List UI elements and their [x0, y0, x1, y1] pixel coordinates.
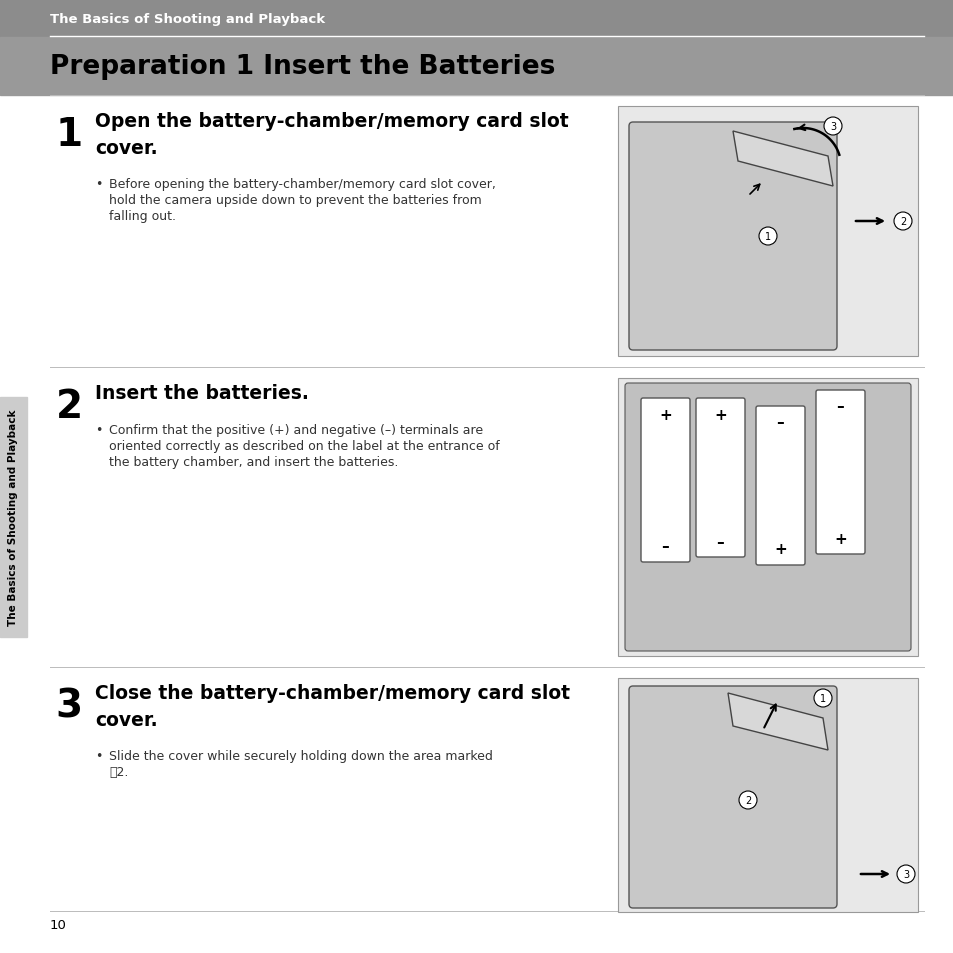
Text: 1: 1 — [56, 116, 83, 153]
Text: –: – — [716, 534, 723, 549]
Text: The Basics of Shooting and Playback: The Basics of Shooting and Playback — [50, 12, 325, 26]
Text: Insert the batteries.: Insert the batteries. — [95, 384, 309, 402]
FancyBboxPatch shape — [815, 391, 864, 555]
FancyBboxPatch shape — [755, 407, 804, 565]
Text: 1: 1 — [764, 232, 770, 242]
Text: •: • — [95, 749, 102, 762]
Text: 2: 2 — [744, 795, 750, 805]
Bar — [618, 679, 917, 912]
Text: –: – — [836, 399, 843, 414]
Text: –: – — [776, 416, 783, 430]
Text: +: + — [714, 407, 726, 422]
FancyBboxPatch shape — [628, 123, 836, 351]
Text: falling out.: falling out. — [109, 210, 175, 223]
Text: 1: 1 — [819, 693, 825, 703]
Bar — [618, 107, 917, 356]
Text: 3: 3 — [902, 869, 908, 879]
Bar — [0, 38, 953, 96]
Text: Before opening the battery-chamber/memory card slot cover,: Before opening the battery-chamber/memor… — [109, 178, 496, 191]
Text: ⑉2.: ⑉2. — [109, 765, 129, 779]
Text: 3: 3 — [56, 687, 83, 725]
Text: –: – — [661, 539, 669, 554]
Text: •: • — [95, 178, 102, 191]
Circle shape — [813, 689, 831, 707]
Text: Confirm that the positive (+) and negative (–) terminals are: Confirm that the positive (+) and negati… — [109, 423, 482, 436]
Polygon shape — [732, 132, 832, 187]
FancyBboxPatch shape — [696, 398, 744, 558]
Text: 2: 2 — [56, 388, 83, 426]
Text: hold the camera upside down to prevent the batteries from: hold the camera upside down to prevent t… — [109, 193, 481, 207]
Circle shape — [893, 213, 911, 231]
Text: +: + — [833, 531, 846, 546]
Bar — [618, 378, 917, 657]
Text: Close the battery-chamber/memory card slot
cover.: Close the battery-chamber/memory card sl… — [95, 683, 569, 729]
Bar — [0, 397, 27, 638]
Text: Preparation 1 Insert the Batteries: Preparation 1 Insert the Batteries — [50, 54, 555, 80]
FancyBboxPatch shape — [640, 398, 689, 562]
FancyBboxPatch shape — [624, 384, 910, 651]
Text: Slide the cover while securely holding down the area marked: Slide the cover while securely holding d… — [109, 749, 493, 762]
Text: 3: 3 — [829, 122, 835, 132]
Text: oriented correctly as described on the label at the entrance of: oriented correctly as described on the l… — [109, 439, 499, 453]
Circle shape — [759, 228, 776, 246]
Text: Open the battery-chamber/memory card slot
cover.: Open the battery-chamber/memory card slo… — [95, 112, 568, 157]
Text: +: + — [659, 407, 671, 422]
Text: 10: 10 — [50, 919, 67, 931]
Circle shape — [739, 791, 757, 809]
Text: 2: 2 — [899, 216, 905, 227]
Text: The Basics of Shooting and Playback: The Basics of Shooting and Playback — [9, 410, 18, 625]
Circle shape — [896, 865, 914, 883]
Text: the battery chamber, and insert the batteries.: the battery chamber, and insert the batt… — [109, 456, 398, 469]
FancyBboxPatch shape — [628, 686, 836, 908]
Text: +: + — [773, 542, 786, 557]
Text: •: • — [95, 423, 102, 436]
Polygon shape — [727, 693, 827, 750]
Bar — [0, 0, 953, 38]
Circle shape — [823, 118, 841, 136]
